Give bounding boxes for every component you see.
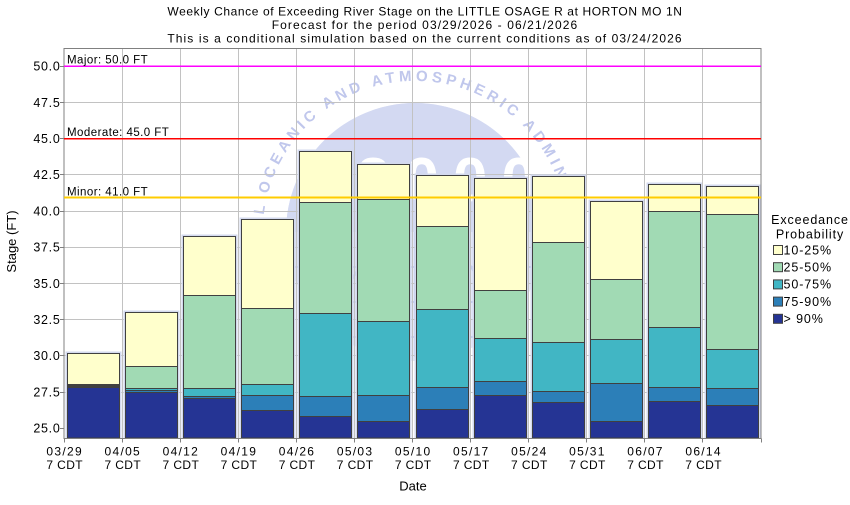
svg-text:Weekly Chance of Exceeding Riv: Weekly Chance of Exceeding River Stage o…	[167, 5, 682, 19]
svg-text:05/17: 05/17	[453, 445, 490, 459]
svg-text:35.0: 35.0	[33, 277, 60, 291]
svg-text:45.0: 45.0	[33, 132, 60, 146]
svg-text:37.5: 37.5	[33, 241, 60, 255]
svg-text:32.5: 32.5	[33, 313, 60, 327]
svg-text:7 CDT: 7 CDT	[569, 458, 606, 472]
svg-text:05/31: 05/31	[569, 445, 606, 459]
svg-text:7 CDT: 7 CDT	[627, 458, 664, 472]
svg-text:40.0: 40.0	[33, 204, 60, 218]
svg-text:7 CDT: 7 CDT	[395, 458, 432, 472]
svg-text:25.0: 25.0	[33, 422, 60, 436]
svg-text:05/24: 05/24	[511, 445, 548, 459]
svg-text:Major: 50.0 FT: Major: 50.0 FT	[67, 55, 148, 67]
svg-text:7 CDT: 7 CDT	[511, 458, 548, 472]
svg-text:30.0: 30.0	[33, 349, 60, 363]
svg-text:> 90%: > 90%	[784, 312, 824, 326]
svg-text:50-75%: 50-75%	[784, 278, 833, 292]
svg-text:50.0: 50.0	[33, 60, 60, 74]
svg-text:Minor: 41.0 FT: Minor: 41.0 FT	[67, 186, 148, 198]
svg-text:75-90%: 75-90%	[784, 295, 833, 309]
svg-text:03/29: 03/29	[46, 445, 83, 459]
svg-text:04/05: 04/05	[105, 445, 142, 459]
svg-text:06/07: 06/07	[627, 445, 664, 459]
svg-text:Forecast for the period 03/29/: Forecast for the period 03/29/2026 - 06/…	[272, 18, 579, 32]
svg-text:04/19: 04/19	[221, 445, 258, 459]
svg-text:7 CDT: 7 CDT	[337, 458, 374, 472]
svg-text:10-25%: 10-25%	[784, 243, 833, 257]
svg-text:Moderate: 45.0 FT: Moderate: 45.0 FT	[67, 127, 169, 139]
svg-text:Date: Date	[399, 479, 426, 494]
svg-text:7 CDT: 7 CDT	[685, 458, 722, 472]
svg-text:04/26: 04/26	[279, 445, 316, 459]
svg-text:05/03: 05/03	[337, 445, 374, 459]
svg-text:04/12: 04/12	[163, 445, 200, 459]
svg-text:Stage (FT): Stage (FT)	[4, 210, 19, 272]
svg-text:This is a conditional simulati: This is a conditional simulation based o…	[167, 32, 682, 46]
svg-text:25-50%: 25-50%	[784, 261, 833, 275]
svg-text:06/14: 06/14	[685, 445, 722, 459]
svg-text:7 CDT: 7 CDT	[221, 458, 258, 472]
svg-text:05/10: 05/10	[395, 445, 432, 459]
svg-text:7 CDT: 7 CDT	[279, 458, 316, 472]
svg-text:47.5: 47.5	[33, 96, 60, 110]
svg-text:7 CDT: 7 CDT	[46, 458, 83, 472]
svg-text:Exceedance: Exceedance	[771, 213, 849, 227]
svg-text:7 CDT: 7 CDT	[163, 458, 200, 472]
svg-text:Probability: Probability	[776, 228, 844, 242]
svg-text:42.5: 42.5	[33, 168, 60, 182]
svg-text:27.5: 27.5	[33, 385, 60, 399]
svg-text:7 CDT: 7 CDT	[453, 458, 490, 472]
svg-text:7 CDT: 7 CDT	[104, 458, 141, 472]
